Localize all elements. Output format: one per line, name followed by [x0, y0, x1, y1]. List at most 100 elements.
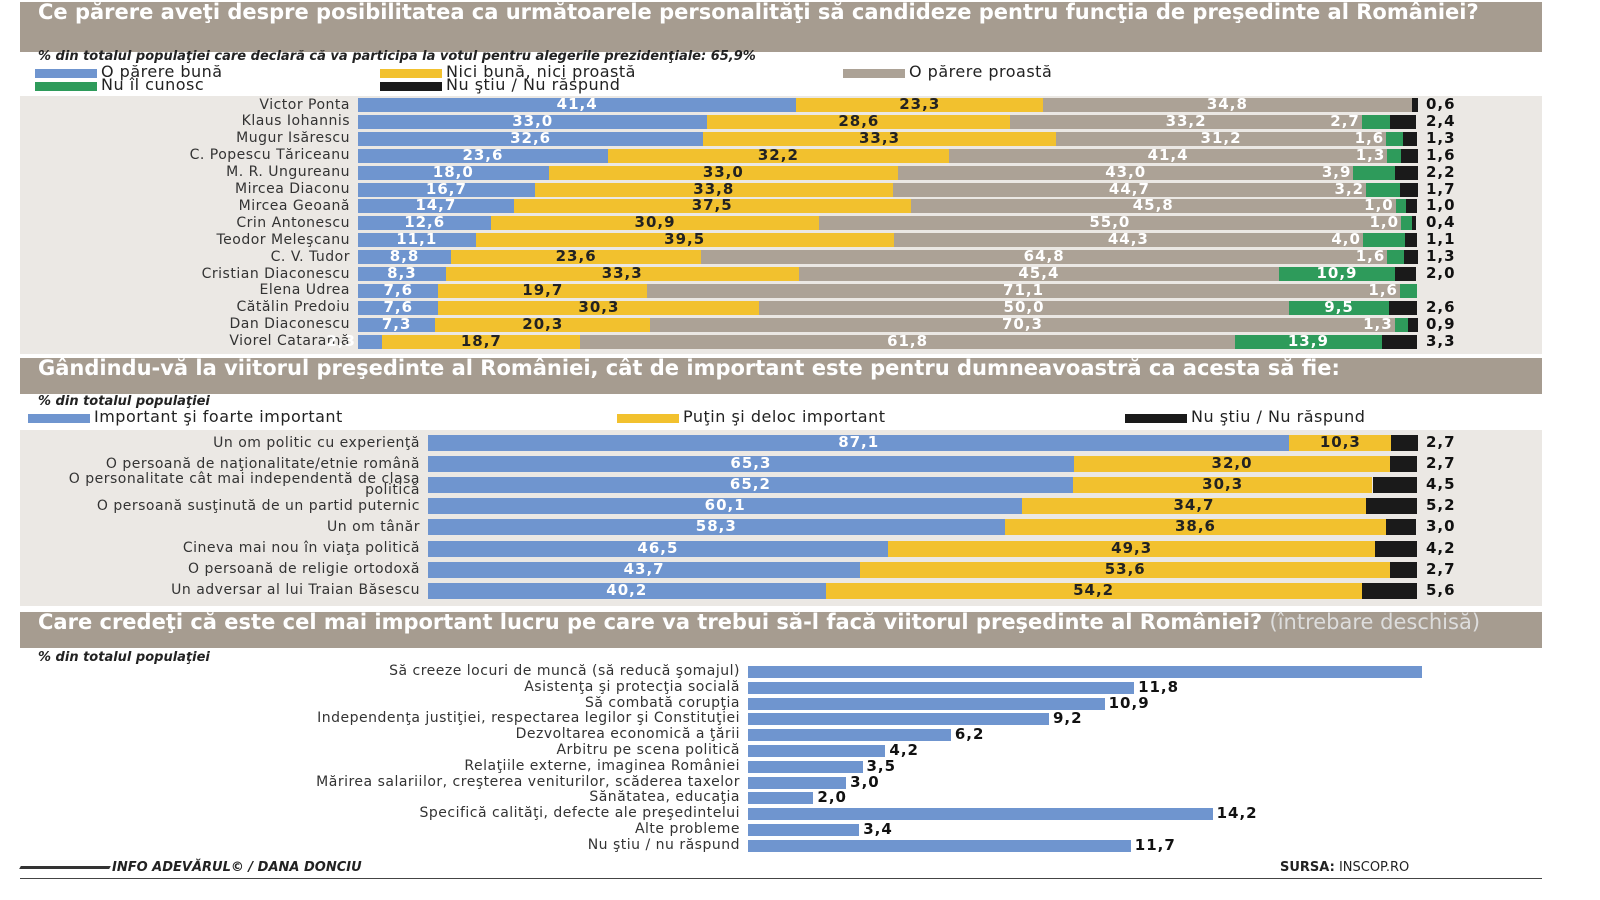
value-label: 3,3	[1426, 331, 1456, 350]
bar-segment	[1366, 182, 1400, 197]
value-label: 14,2	[1216, 804, 1258, 823]
value-label: 2,7	[1426, 559, 1456, 578]
bar-segment	[428, 435, 1290, 451]
value-label: 2,7	[1426, 433, 1456, 451]
value-label: 0,4	[1426, 213, 1456, 232]
chart-title: Ce părere aveţi despre posibilitatea ca …	[38, 0, 1479, 24]
value-label: 43,0	[1105, 162, 1147, 181]
value-label: 1,0	[1369, 213, 1400, 232]
value-label: 33,0	[702, 162, 744, 181]
category-label: Asistenţa şi protecţia socială	[524, 678, 740, 695]
value-label: 65,3	[730, 454, 772, 473]
value-label: 44,7	[1108, 179, 1150, 198]
bar-segment	[1234, 334, 1382, 349]
bar-segment	[1043, 98, 1412, 112]
value-label: 1,0	[1426, 196, 1456, 215]
value-label: 6,2	[954, 725, 985, 744]
bar-segment	[1390, 456, 1417, 473]
value-label: 23,3	[899, 95, 941, 113]
bar	[748, 760, 863, 773]
bar-segment	[701, 250, 1388, 265]
bar-segment	[358, 267, 446, 281]
bar-segment	[703, 131, 1056, 146]
chart-title: Care credeţi că este cel mai important l…	[38, 612, 1528, 633]
value-label: 33,0	[512, 111, 554, 130]
value-label: 0,6	[1426, 95, 1456, 113]
bar-segment	[650, 317, 1395, 332]
bar-segment	[1022, 498, 1366, 515]
value-label: 9,5	[1324, 297, 1354, 316]
bar-segment	[948, 148, 1388, 163]
category-label: Sănătatea, educaţia	[589, 789, 740, 806]
bar-segment	[358, 114, 708, 129]
value-label: 49,3	[1111, 538, 1153, 557]
bar-segment	[1401, 216, 1412, 231]
bar-segment	[707, 114, 1011, 129]
category-label: C. Popescu Tăriceanu	[189, 147, 350, 164]
bar-segment	[382, 334, 581, 349]
bar-segment	[1353, 165, 1395, 180]
legend-label: Nici bună, nici proastă	[446, 62, 636, 81]
value-label: 33,8	[693, 179, 735, 198]
category-label: O persoană susţinută de un partid putern…	[96, 497, 420, 514]
value-label: 33,3	[859, 128, 901, 147]
category-label: O persoană de religie ortodoxă	[188, 561, 420, 578]
category-label: Mircea Diaconu	[234, 181, 350, 197]
bar-segment	[358, 300, 439, 315]
category-label: Cristian Diaconescu	[201, 265, 350, 282]
bar-segment	[358, 165, 549, 180]
bar-segment	[358, 131, 704, 146]
bar-segment	[428, 456, 1074, 473]
value-label: 7,6	[383, 280, 414, 299]
category-label: Crin Antonescu	[236, 214, 350, 231]
category-label: Relaţiile externe, imaginea României	[464, 757, 740, 774]
value-label: 30,3	[1202, 475, 1244, 494]
bar-segment	[438, 300, 760, 315]
value-label: 43,7	[623, 559, 665, 578]
bar-segment	[1055, 131, 1387, 146]
value-label: 2,6	[1426, 297, 1456, 316]
bar-segment	[607, 148, 949, 163]
category-label: Dan Diaconescu	[229, 316, 350, 333]
bar-segment	[1394, 317, 1409, 332]
value-label: 16,7	[425, 179, 467, 198]
value-label: 1,1	[1426, 230, 1456, 249]
bar-segment	[438, 283, 648, 298]
bar-segment	[548, 165, 899, 180]
category-label: Victor Ponta	[259, 96, 350, 113]
value-label: 18,7	[460, 331, 502, 350]
value-label: 1,0	[1364, 196, 1394, 215]
bar-segment	[358, 148, 608, 163]
value-label: 64,8	[1023, 247, 1065, 266]
credit: INFO ADEVĂRUL© / DANA DONCIU	[112, 860, 362, 875]
bar-segment	[1404, 250, 1418, 265]
bar-segment	[513, 199, 911, 214]
chart-subtitle: % din totalul populaţiei care declară că…	[38, 49, 756, 64]
category-label: Teodor Meleşcanu	[216, 231, 350, 248]
value-label: 87,1	[838, 433, 880, 451]
value-label: 11,1	[396, 230, 438, 249]
value-label: 4,2	[1426, 538, 1456, 557]
value-label: 3,2	[1334, 179, 1365, 198]
category-label: Un om tânăr	[327, 518, 420, 535]
value-label: 11,8	[1138, 677, 1180, 696]
bar-segment	[428, 519, 1005, 536]
value-label: 20,3	[522, 314, 564, 333]
category-label: Să combată corupţia	[584, 694, 740, 711]
legend-label: Important şi foarte important	[94, 407, 343, 426]
value-label: 2,7	[1426, 454, 1456, 473]
value-label: 4,2	[889, 741, 919, 759]
legend-swatch	[35, 69, 97, 78]
bar-segment	[892, 182, 1367, 197]
category-label: Un adversar al lui Traian Băsescu	[171, 582, 420, 599]
value-label: 50,0	[1003, 297, 1045, 316]
logo-mark	[19, 866, 111, 869]
bar-segment	[1289, 435, 1392, 451]
value-label: 7,3	[381, 314, 412, 333]
value-label: 39,5	[664, 230, 706, 249]
legend-label: O părere proastă	[909, 62, 1053, 81]
bar-segment	[428, 498, 1023, 515]
bar-segment	[491, 216, 819, 231]
footer-rule	[20, 878, 1542, 879]
